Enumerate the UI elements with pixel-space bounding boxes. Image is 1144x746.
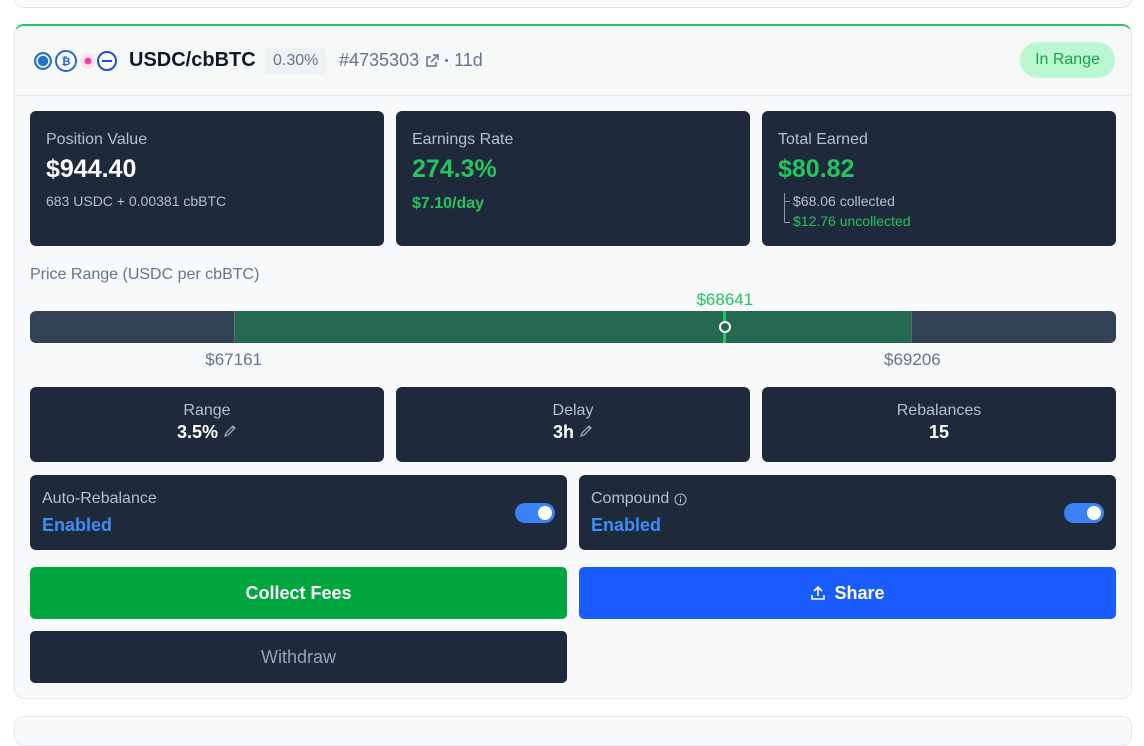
stat-label: Position Value (46, 131, 148, 148)
stat-card: Position Value $944.40 683 USDC + 0.0038… (30, 111, 384, 246)
tree-line (784, 201, 790, 202)
setting-value-row: 3h (396, 422, 750, 443)
stat-card: Total Earned $80.82 $68.06 collected $12… (762, 111, 1116, 246)
setting-value: 3.5% (176, 422, 218, 442)
edit-icon[interactable] (223, 424, 237, 438)
button-label: Collect Fees (245, 582, 352, 603)
current-price-dot (718, 321, 731, 333)
separator (445, 59, 449, 62)
token-icons: ₿ (32, 50, 117, 72)
collected: $68.06 collected (793, 193, 895, 209)
setting-value-row: 3.5% (30, 422, 384, 443)
setting-value: 3h (552, 422, 574, 442)
lower-price: $67161 (205, 350, 262, 369)
toggle-card: Auto-Rebalance Enabled (30, 475, 567, 550)
external-link-icon[interactable] (425, 53, 439, 68)
price-range-bar (30, 311, 1116, 343)
stat-value: $944.40 (46, 155, 137, 183)
stat-card: Earnings Rate 274.3% $7.10/day (396, 111, 750, 246)
next-card (14, 716, 1132, 746)
stat-value: $80.82 (778, 155, 855, 183)
setting-value: 15 (928, 422, 950, 442)
stat-label: Total Earned (778, 131, 868, 148)
info-icon[interactable] (674, 493, 687, 506)
pair: USDC/cbBTC (129, 49, 256, 71)
stat-label: Earnings Rate (412, 131, 514, 148)
position-id[interactable]: #4735303 (339, 50, 420, 70)
toggle-switch[interactable] (515, 503, 555, 523)
toggle-label: Compound (591, 490, 670, 507)
card-header: ₿ USDC/cbBTC 0.30% #4735303 11d In Range (15, 26, 1131, 96)
upload-icon (811, 585, 826, 600)
previous-card (14, 0, 1132, 8)
toggle-switch[interactable] (1064, 503, 1104, 523)
toggle-label: Auto-Rebalance (42, 490, 157, 507)
stat-value: 274.3% (412, 155, 497, 183)
setting-card: Range 3.5% (30, 387, 384, 462)
setting-label: Range (183, 402, 231, 419)
svg-text:₿: ₿ (62, 56, 71, 68)
id-row: #4735303 11d (339, 50, 483, 71)
toggle-card: Compound Enabled (579, 475, 1116, 550)
fee-tier: 0.30% (265, 48, 327, 74)
setting-card: Delay 3h (396, 387, 750, 462)
uncollected: $12.76 uncollected (793, 213, 911, 229)
button-label: Withdraw (260, 646, 336, 667)
price-range-label: Price Range (USDC per cbBTC) (30, 266, 260, 283)
stat-detail: 683 USDC + 0.00381 cbBTC (46, 193, 227, 209)
edit-icon[interactable] (579, 424, 593, 438)
current-price: $68641 (696, 290, 754, 309)
toggle-state: Enabled (591, 515, 662, 535)
button-label: Share (834, 582, 885, 603)
collect-fees-button[interactable]: Collect Fees (30, 567, 567, 619)
withdraw-button[interactable]: Withdraw (30, 631, 567, 683)
setting-label: Delay (552, 402, 594, 419)
stat-detail: $7.10/day (412, 195, 485, 212)
tree-line (784, 193, 790, 223)
age: 11d (454, 50, 483, 70)
page: ₿ USDC/cbBTC 0.30% #4735303 11d In Range… (14, 0, 1132, 746)
share-button[interactable]: Share (579, 567, 1116, 619)
toggle-label-row: Compound (591, 490, 687, 508)
upper-price: $69206 (884, 350, 941, 369)
tree-line (784, 222, 790, 223)
active-range (233, 311, 913, 343)
setting-card: Rebalances 15 (762, 387, 1116, 462)
toggle-state: Enabled (42, 515, 113, 535)
setting-label: Rebalances (896, 402, 982, 419)
status-badge: In Range (1020, 42, 1115, 78)
